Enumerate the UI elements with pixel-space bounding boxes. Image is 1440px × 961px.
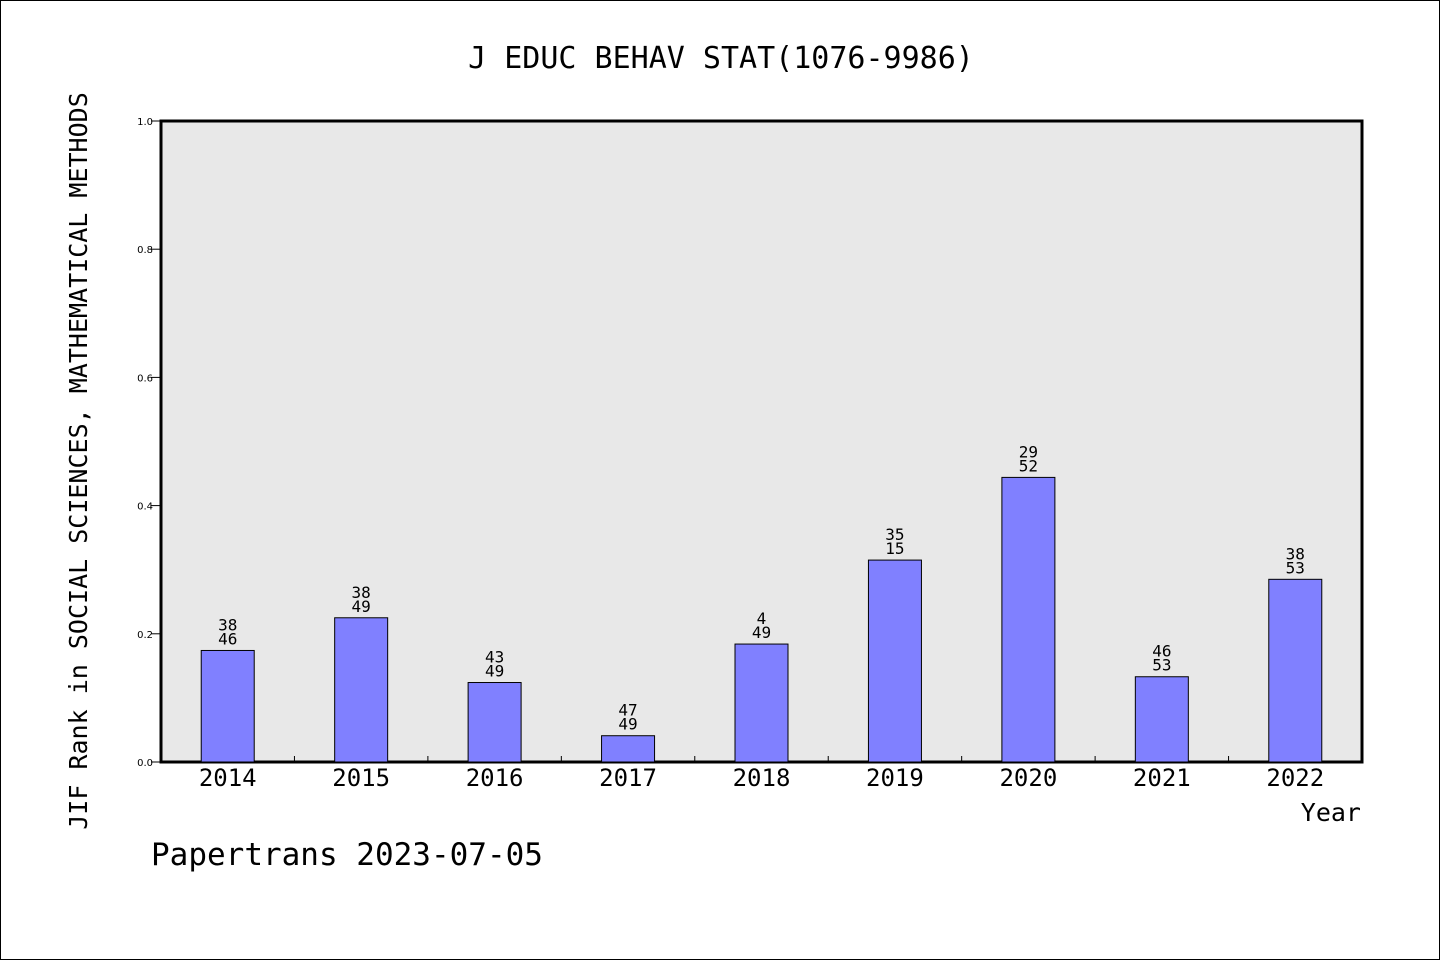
total-label: 49	[752, 623, 771, 642]
x-axis-label: Year	[1301, 798, 1361, 827]
bar-2021	[1134, 676, 1189, 763]
x-tick-label: 2019	[866, 764, 924, 792]
footer-text: Papertrans 2023-07-05	[151, 837, 543, 873]
rank-label: 47	[618, 701, 637, 720]
x-tick-label: 2020	[999, 764, 1057, 792]
rank-label: 4	[757, 609, 767, 628]
bar-2022	[1268, 578, 1323, 763]
y-tick-label: 0.6	[137, 373, 153, 384]
y-axis-label: JIF Rank in SOCIAL SCIENCES, MATHEMATICA…	[64, 92, 93, 830]
x-tick-label: 2018	[733, 764, 791, 792]
bar-2016	[467, 682, 522, 763]
rank-label: 43	[485, 648, 504, 667]
total-label: 49	[618, 715, 637, 734]
y-tick-label: 0.8	[137, 245, 153, 256]
total-label: 49	[352, 597, 371, 616]
y-tick-label: 0.4	[137, 502, 153, 513]
rank-label: 38	[352, 583, 371, 602]
total-label: 52	[1019, 456, 1038, 475]
chart-title: J EDUC BEHAV STAT(1076-9986)	[468, 41, 974, 76]
x-tick-label: 2016	[466, 764, 524, 792]
y-tick-label: 1.0	[137, 117, 153, 128]
total-label: 53	[1152, 656, 1171, 675]
bar-2017	[601, 735, 656, 763]
rank-label: 38	[1286, 544, 1305, 563]
rank-label: 29	[1019, 442, 1038, 461]
y-axis-ticks: 0.0 0.2 0.4 0.6 0.8 1.0	[137, 117, 161, 769]
rank-label: 38	[218, 615, 237, 634]
bar-2018	[734, 643, 789, 763]
y-tick-label: 0.0	[137, 758, 153, 769]
y-tick-label: 0.2	[137, 630, 153, 641]
bar-2019	[867, 559, 922, 763]
total-label: 49	[485, 662, 504, 681]
bar-2014	[200, 649, 255, 763]
bars-group	[200, 476, 1323, 763]
total-label: 53	[1286, 558, 1305, 577]
total-label: 15	[885, 539, 904, 558]
x-axis-ticks: 2014 2015 2016 2017 2018 2019 2020 2021 2022	[199, 756, 1324, 792]
rank-label: 35	[885, 525, 904, 544]
x-tick-label: 2021	[1133, 764, 1191, 792]
bar-2020	[1001, 476, 1056, 763]
total-label: 46	[218, 629, 237, 648]
bar-2015	[334, 617, 389, 763]
x-tick-label: 2015	[332, 764, 390, 792]
x-tick-label: 2017	[599, 764, 657, 792]
rank-label: 46	[1152, 642, 1171, 661]
x-tick-label: 2014	[199, 764, 257, 792]
x-tick-label: 2022	[1266, 764, 1324, 792]
